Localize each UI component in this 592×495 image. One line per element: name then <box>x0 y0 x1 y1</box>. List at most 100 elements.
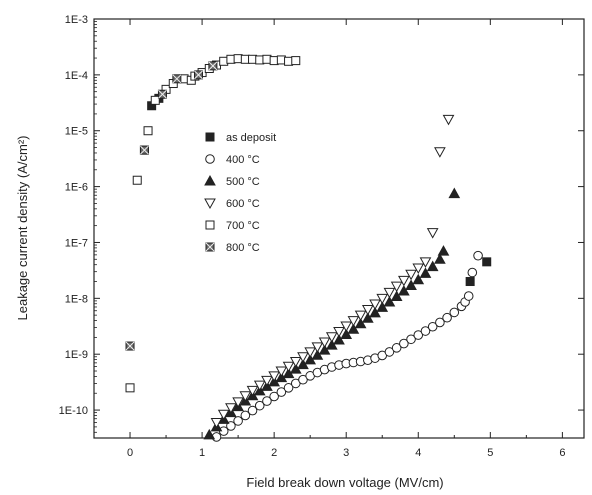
x-tick-label: 5 <box>487 447 493 459</box>
data-point <box>232 397 244 408</box>
data-point <box>193 70 203 80</box>
x-axis-title: Field break down voltage (MV/cm) <box>246 475 443 490</box>
data-point <box>390 281 403 293</box>
data-point <box>150 95 160 105</box>
data-point <box>268 371 280 382</box>
data-point <box>143 126 153 136</box>
data-point <box>298 374 308 385</box>
data-point <box>225 403 237 414</box>
y-tick-label: 1E-6 <box>65 182 88 194</box>
data-point <box>412 273 425 285</box>
y-tick-label: 1E-3 <box>65 14 88 26</box>
data-point <box>419 257 432 268</box>
data-point <box>463 291 474 301</box>
data-point <box>347 316 360 327</box>
data-point <box>304 347 317 358</box>
data-point <box>465 277 475 287</box>
data-point <box>435 317 445 328</box>
data-point <box>311 349 324 360</box>
data-point <box>333 326 345 338</box>
data-point <box>139 145 149 155</box>
data-point <box>333 333 345 345</box>
data-point <box>391 343 402 353</box>
data-point <box>398 285 410 296</box>
data-point <box>427 321 438 332</box>
data-point <box>442 312 452 323</box>
series-triangle-up-filled <box>203 187 461 440</box>
data-point <box>376 293 389 305</box>
y-tick-label: 1E-7 <box>65 237 88 249</box>
data-point <box>369 299 381 311</box>
data-point <box>275 366 288 378</box>
data-point <box>361 305 374 316</box>
data-point <box>253 380 266 392</box>
data-point <box>240 410 251 421</box>
data-point <box>442 114 455 126</box>
plot-frame <box>93 18 585 439</box>
data-point <box>261 375 273 387</box>
y-tick-label: 1E-4 <box>65 70 88 82</box>
data-point <box>246 385 259 397</box>
legend-marker <box>205 132 215 142</box>
data-point <box>437 245 450 256</box>
data-point <box>276 387 287 397</box>
data-point <box>203 428 216 440</box>
data-point <box>291 56 301 66</box>
data-point <box>239 391 252 402</box>
data-point <box>125 383 135 393</box>
x-tick-label: 6 <box>559 447 565 459</box>
y-tick-label: 1E-9 <box>65 349 88 361</box>
x-tick-label: 0 <box>127 447 133 459</box>
legend-marker <box>205 154 215 164</box>
series-triangle-down-open <box>210 114 455 429</box>
data-point <box>406 334 416 345</box>
data-point <box>384 347 395 357</box>
legend-marker <box>205 242 215 252</box>
data-point <box>467 267 478 278</box>
data-point <box>210 417 223 429</box>
data-point <box>283 383 294 393</box>
data-point <box>132 175 142 185</box>
y-tick-label: 1E-10 <box>59 405 88 417</box>
data-point <box>426 260 439 272</box>
data-point <box>262 396 272 406</box>
data-point <box>217 409 230 421</box>
data-point <box>482 257 492 267</box>
data-point <box>347 323 360 334</box>
data-point <box>398 275 410 287</box>
data-point <box>448 187 461 199</box>
series-layer <box>125 54 492 442</box>
data-point <box>354 310 367 322</box>
data-point <box>376 301 389 312</box>
data-point <box>419 267 432 278</box>
data-point <box>269 391 279 402</box>
data-point <box>420 326 431 336</box>
data-point <box>318 337 331 349</box>
data-point <box>157 89 167 99</box>
data-point <box>340 328 353 340</box>
data-point <box>434 147 446 158</box>
data-point <box>405 279 417 290</box>
data-point <box>369 306 381 318</box>
data-point <box>426 228 439 239</box>
data-point <box>297 352 309 363</box>
legend-label: 700 °C <box>226 220 260 232</box>
data-point <box>311 342 324 353</box>
data-point <box>383 295 396 307</box>
data-point <box>282 361 295 373</box>
data-point <box>473 250 483 261</box>
data-point <box>412 263 425 274</box>
data-point <box>172 74 182 84</box>
data-point <box>208 61 218 71</box>
legend-label: 500 °C <box>226 176 260 188</box>
data-point <box>434 253 446 264</box>
data-point <box>325 332 338 343</box>
legend-marker <box>204 174 216 186</box>
series-circle-open <box>211 250 483 442</box>
y-axis-ticks: 1E-3 1E-4 1E-5 1E-6 1E-7 1E-8 1E-9 1E-10 <box>59 14 584 433</box>
legend-marker <box>204 198 216 210</box>
data-point <box>361 312 374 323</box>
data-point <box>390 290 403 301</box>
data-point <box>405 269 417 281</box>
